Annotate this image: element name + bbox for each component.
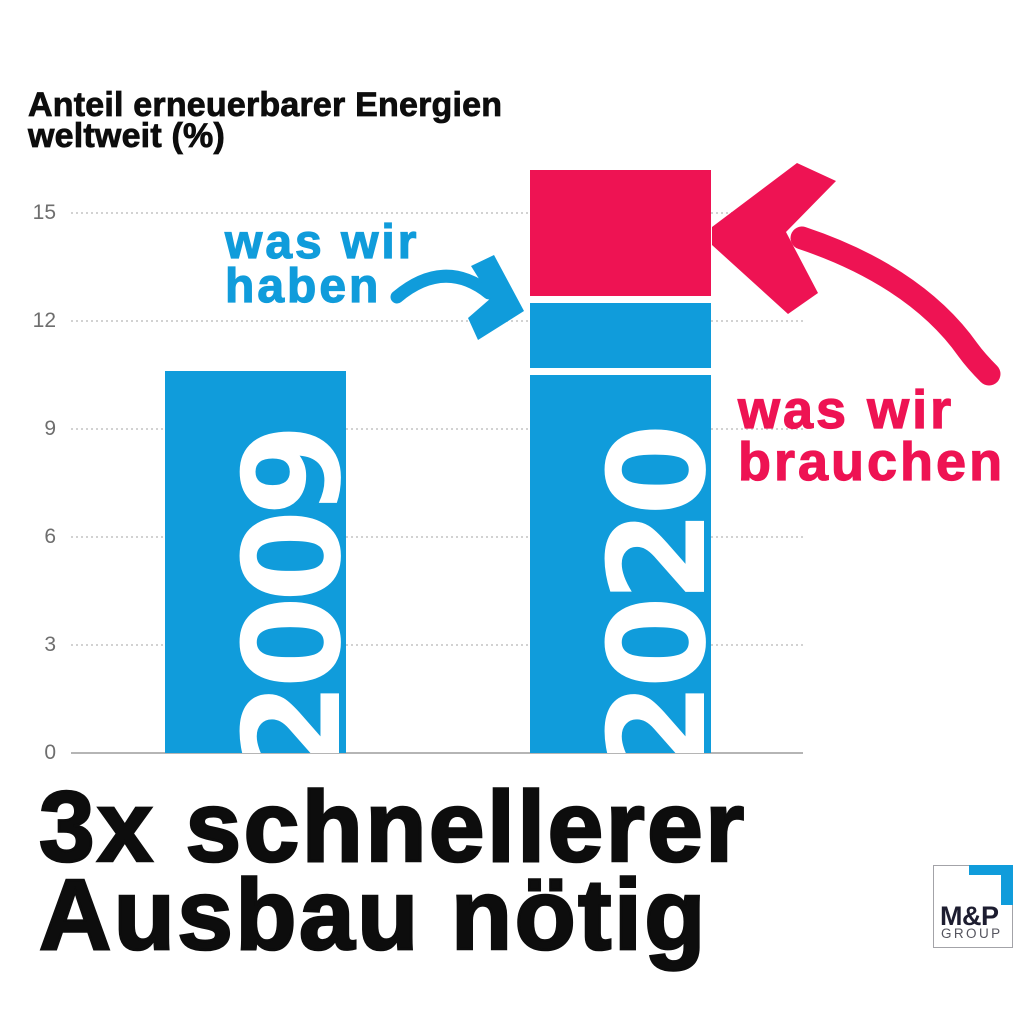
bar-2020: 2020	[530, 169, 711, 753]
y-tick-label-15: 15	[32, 201, 56, 224]
bar-2020-segment-1	[530, 303, 711, 368]
annotation-need-line1: was wir	[737, 380, 955, 440]
y-tick-label-9: 9	[44, 417, 56, 440]
logo-corner-icon	[969, 865, 1013, 875]
y-tick-label-6: 6	[44, 525, 56, 548]
chart-title-line2: weltweit (%)	[28, 117, 226, 155]
gridline-3	[71, 644, 803, 646]
gridline-15	[71, 212, 803, 214]
headline-line2: Ausbau nötig	[38, 859, 708, 971]
chart-title: Anteil erneuerbarer Energien weltweit (%…	[28, 86, 503, 155]
logo-name: M&P	[940, 901, 999, 931]
gridline-9	[71, 428, 803, 430]
headline: 3x schnellerer Ausbau nötig	[38, 771, 747, 971]
annotation-need-line2: brauchen	[737, 432, 1006, 492]
gridline-0	[71, 752, 803, 754]
logo-subtitle: GROUP	[941, 926, 1003, 941]
logo: M&P GROUP	[933, 865, 1013, 948]
logo-corner-side-icon	[1001, 865, 1013, 905]
bar-2020-segment-2	[530, 169, 711, 296]
annotation-have-line1: was wir	[224, 216, 420, 269]
annotation-have: was wir haben	[224, 216, 420, 313]
bar-2009-segment-0	[165, 371, 346, 753]
have-arrow-head-icon	[468, 255, 524, 340]
y-tick-label-12: 12	[32, 309, 56, 332]
need-arrow-tail-icon	[790, 226, 1001, 386]
gridline-6	[71, 536, 803, 538]
have-arrow-tail-icon	[390, 269, 496, 304]
need-arrow-head-icon	[712, 163, 836, 314]
annotation-need: was wir brauchen	[737, 380, 1006, 492]
bar-2020-segment-0	[530, 374, 711, 753]
y-tick-label-3: 3	[44, 633, 56, 656]
chart-title-line1: Anteil erneuerbarer Energien	[28, 86, 503, 124]
y-tick-label-0: 0	[44, 741, 56, 764]
bar-2009: 2009	[165, 371, 346, 753]
gridline-12	[71, 320, 803, 322]
headline-line1: 3x schnellerer	[38, 771, 747, 883]
annotation-have-line2: haben	[224, 260, 382, 313]
